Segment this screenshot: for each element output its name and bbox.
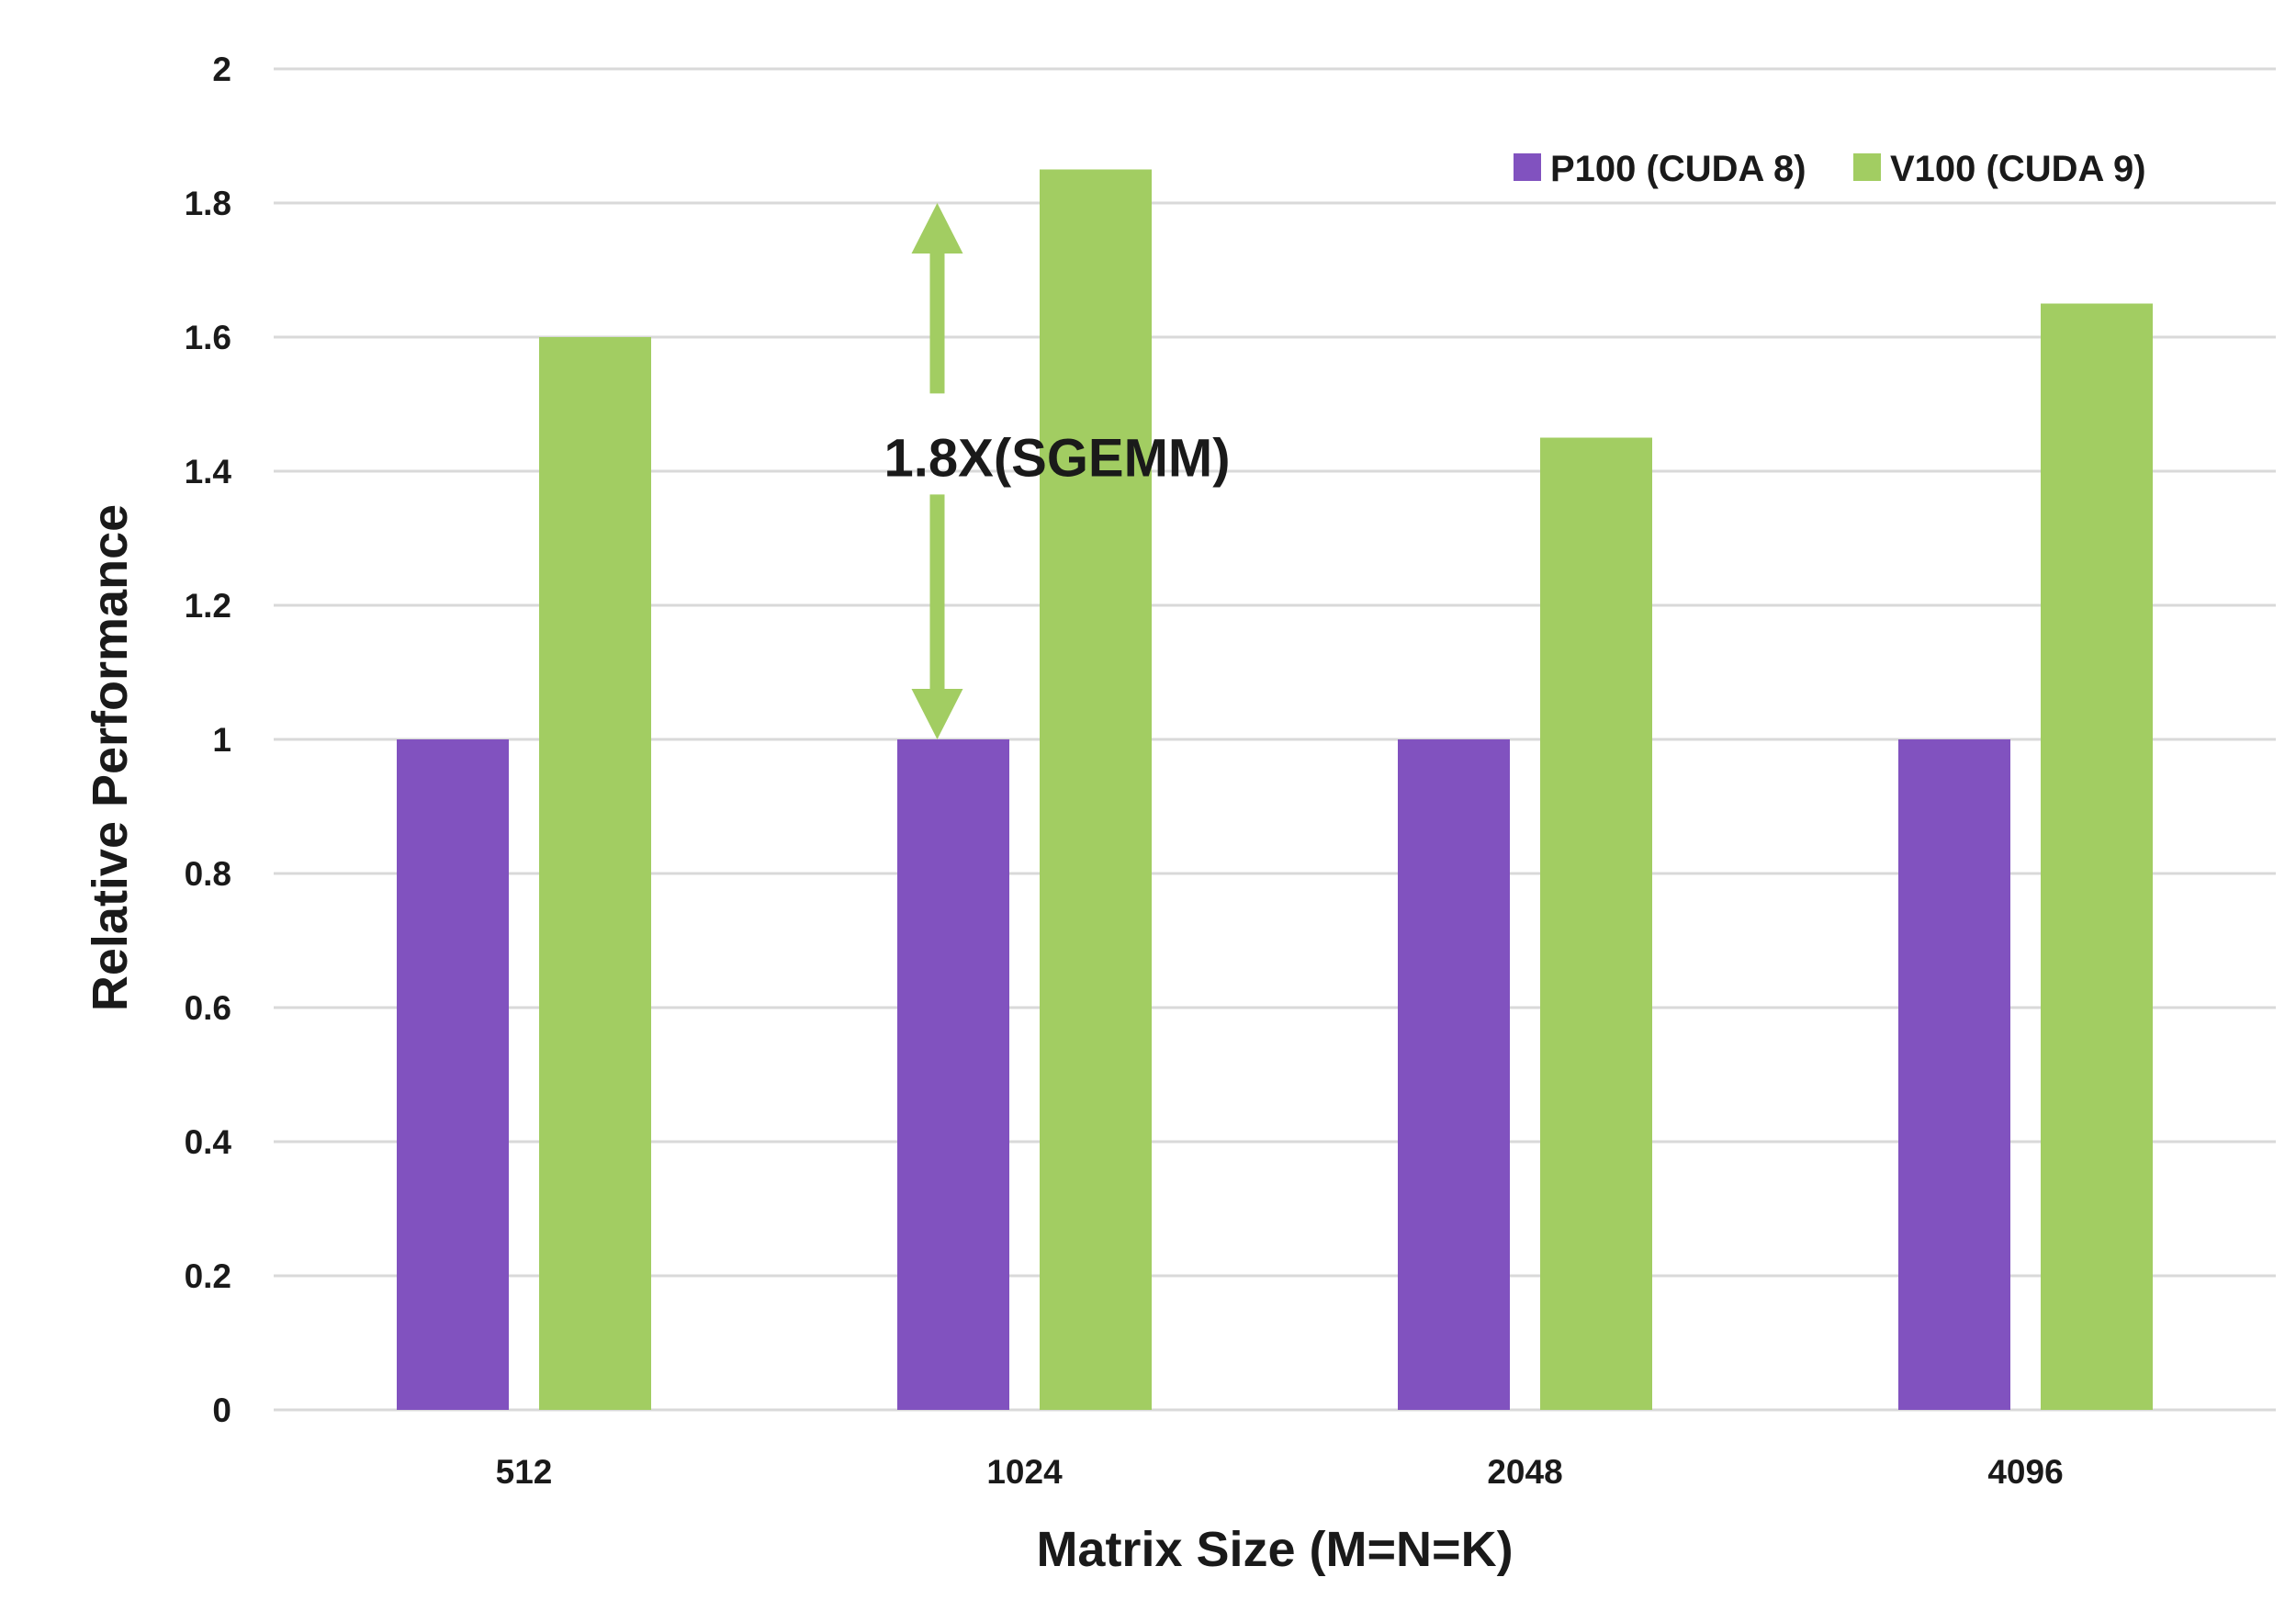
x-tick-label: 4096: [1987, 1453, 2063, 1491]
annotation-label: 1.8X(SGEMM): [884, 428, 1231, 488]
bar-p100-1024: [897, 739, 1009, 1410]
y-axis-title: Relative Performance: [83, 504, 138, 1011]
y-tick-label: 1.2: [185, 587, 231, 625]
y-tick-label: 1.4: [185, 453, 232, 490]
y-tick-label: 1.8: [185, 185, 231, 222]
bar-v100-1024: [1040, 169, 1152, 1410]
y-tick-label: 2: [212, 51, 231, 88]
annotation: 1.8X(SGEMM): [884, 203, 1231, 739]
y-tick-label: 0: [212, 1392, 231, 1429]
y-tick-label: 0.4: [185, 1123, 232, 1161]
x-tick-label: 512: [496, 1453, 553, 1491]
bar-v100-512: [539, 337, 651, 1410]
bar-v100-2048: [1540, 437, 1652, 1410]
y-tick-label: 0.2: [185, 1257, 231, 1295]
y-tick-label: 1.6: [185, 319, 231, 356]
x-tick-label: 2048: [1487, 1453, 1562, 1491]
bars: [397, 169, 2153, 1410]
bar-p100-2048: [1398, 739, 1510, 1410]
x-axis-tick-labels: 512 1024 2048 4096: [496, 1453, 2064, 1491]
legend: P100 (CUDA 8) V100 (CUDA 9): [1514, 149, 2146, 189]
y-tick-label: 0.6: [185, 989, 231, 1027]
y-tick-label: 1: [212, 721, 231, 759]
bar-v100-4096: [2041, 303, 2153, 1410]
legend-swatch-v100: [1853, 153, 1881, 181]
annotation-arrow-head-down: [911, 689, 963, 739]
x-axis-title: Matrix Size (M=N=K): [1036, 1522, 1513, 1577]
legend-label-p100: P100 (CUDA 8): [1550, 149, 1806, 189]
y-axis-tick-labels: 0 0.2 0.4 0.6 0.8 1 1.2 1.4 1.6 1.8 2: [185, 51, 232, 1429]
legend-label-v100: V100 (CUDA 9): [1890, 149, 2146, 189]
bar-p100-4096: [1898, 739, 2010, 1410]
bar-p100-512: [397, 739, 509, 1410]
x-tick-label: 1024: [986, 1453, 1063, 1491]
y-tick-label: 0.8: [185, 855, 231, 893]
annotation-arrow-head-up: [911, 203, 963, 254]
legend-swatch-p100: [1514, 153, 1541, 181]
